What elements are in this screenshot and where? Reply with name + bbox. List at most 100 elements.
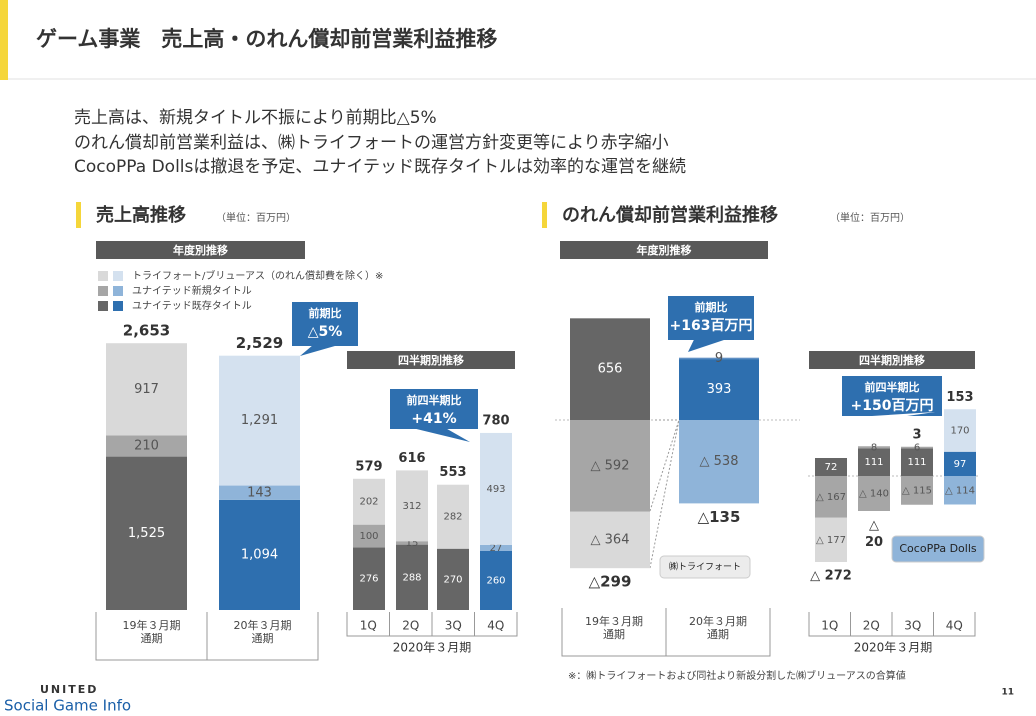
- total-label: 579: [355, 459, 382, 474]
- category-label: 1Q: [360, 619, 377, 633]
- bar-segment: [858, 446, 890, 449]
- bar-segment: [815, 458, 847, 476]
- value-label: 493: [486, 484, 505, 495]
- value-label: △ 140: [859, 489, 889, 500]
- bar-segment: [944, 409, 976, 452]
- bar-segment: [815, 476, 847, 518]
- callout: [842, 376, 942, 416]
- value-label: 8: [871, 442, 877, 453]
- category-label: 20年３月期: [689, 614, 747, 628]
- value-label: 72: [825, 462, 838, 473]
- bar-segment: [570, 511, 650, 569]
- value-label: 270: [443, 574, 462, 585]
- callout-text: +163百万円: [670, 318, 753, 334]
- bar-segment: [570, 318, 650, 420]
- total-label: 2,653: [123, 322, 170, 340]
- chart-subtitle: 年度別推移: [637, 243, 692, 257]
- value-label: 1,291: [241, 413, 278, 428]
- bar-segment: [815, 517, 847, 562]
- total-label: 2,529: [236, 334, 283, 352]
- callout: [292, 302, 358, 356]
- callout-text: 前期比: [695, 300, 728, 314]
- value-label: 282: [443, 512, 462, 523]
- category-box: [346, 612, 518, 637]
- bar-segment: [858, 476, 890, 511]
- value-label: 27: [490, 543, 503, 554]
- footnote: ※：㈱トライフォートおよび同社より新設分割した㈱ブリューアスの合算値: [568, 669, 906, 682]
- category-box: [95, 612, 319, 661]
- value-label: 288: [402, 572, 421, 583]
- section-unit: （単位：百万円）: [830, 211, 910, 224]
- value-label: 143: [247, 485, 272, 500]
- subtitle-bar: [560, 241, 768, 259]
- value-label: 97: [954, 459, 967, 470]
- bar-segment: [679, 357, 759, 360]
- bar-segment: [570, 420, 650, 512]
- accent-bar: [0, 0, 8, 80]
- bar-segment: [901, 476, 933, 505]
- legend-label: ユナイテッド新規タイトル: [132, 284, 252, 297]
- bar-segment: [901, 448, 933, 476]
- total-label: 3: [912, 427, 921, 442]
- logo-top: UNITED: [40, 683, 98, 696]
- total-label: 616: [398, 451, 425, 466]
- value-label: 111: [864, 457, 883, 468]
- callout-text: +150百万円: [851, 398, 934, 414]
- section-unit: （単位：百万円）: [216, 211, 296, 224]
- value-label: 656: [598, 362, 623, 377]
- value-label: 393: [707, 382, 732, 397]
- category-label: 4Q: [487, 619, 504, 633]
- logo-bottom: Social Game Info: [4, 697, 131, 715]
- callout-text: +41%: [411, 411, 456, 427]
- section-title: のれん償却前営業利益推移: [562, 204, 778, 226]
- slide-title: ゲーム事業 売上高・のれん償却前営業利益推移: [36, 27, 497, 51]
- connector: [649, 419, 680, 569]
- annotation: ㈱トライフォート: [669, 561, 741, 573]
- legend-label: トライフォート/ブリューアス（のれん償却費を除く）※: [132, 269, 383, 282]
- bar-segment: [353, 524, 385, 548]
- bar-segment: [396, 541, 428, 545]
- value-label: 210: [134, 439, 159, 454]
- value-label: 1,525: [128, 526, 165, 541]
- subtitle-bar: [96, 241, 305, 259]
- chart-subtitle: 四半期別推移: [398, 353, 464, 367]
- category-label: 3Q: [445, 619, 462, 633]
- callout: [390, 389, 478, 442]
- subtitle-bar: [347, 351, 515, 369]
- bar-segment: [480, 550, 512, 610]
- legend-swatch: [98, 301, 108, 311]
- bar-segment: [944, 476, 976, 505]
- value-label: 111: [907, 457, 926, 468]
- category-label: 1Q: [821, 619, 838, 633]
- value-label: 15: [406, 538, 419, 549]
- legend-swatch: [113, 286, 123, 296]
- value-label: 9: [715, 351, 723, 366]
- total-label: 153: [946, 390, 973, 405]
- value-label: 312: [402, 501, 421, 512]
- annotation-box: [891, 535, 985, 563]
- total-label: △135: [698, 508, 741, 526]
- value-label: △ 592: [591, 458, 630, 473]
- section-accent: [542, 202, 547, 228]
- category-label: 2Q: [863, 619, 880, 633]
- category-label: 通期: [141, 632, 163, 645]
- value-label: 100: [359, 531, 378, 542]
- bar-segment: [679, 359, 759, 420]
- category-label: 通期: [603, 628, 625, 641]
- chart-subtitle: 四半期別推移: [859, 353, 925, 367]
- category-box: [808, 612, 976, 637]
- bullet: のれん償却前営業利益は、㈱トライフォートの運営方針変更等により赤字縮小: [74, 133, 669, 153]
- value-label: △ 364: [591, 532, 630, 547]
- value-label: 276: [359, 574, 378, 585]
- annotation-box: [659, 555, 751, 579]
- bullet: 売上高は、新規タイトル不振により前期比△5%: [74, 108, 437, 128]
- total-label: 780: [482, 413, 509, 428]
- value-label: △ 114: [945, 485, 975, 496]
- x-axis-label: 2020年３月期: [393, 641, 472, 655]
- section-title: 売上高推移: [96, 204, 186, 226]
- bar-segment: [901, 446, 933, 449]
- chart-subtitle: 年度別推移: [173, 243, 228, 257]
- bar-segment: [437, 548, 469, 610]
- bar-segment: [944, 451, 976, 476]
